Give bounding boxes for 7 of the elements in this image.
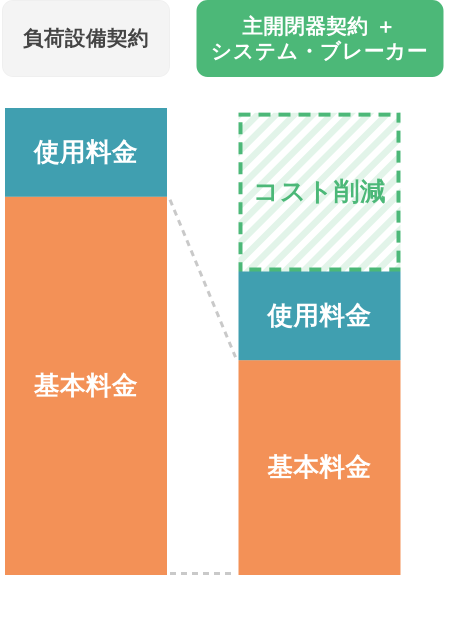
x-tick-label: 負荷設備契約 [23, 26, 149, 51]
series-label: 基本料金 [268, 452, 372, 483]
series-label: 使用料金 [268, 300, 372, 331]
series-label: コスト削減 [253, 177, 386, 208]
series-label: 基本料金 [34, 370, 138, 401]
series-label: 使用料金 [34, 137, 138, 168]
x-tick-label: 主開閉器契約 ＋システム・ブレーカー [211, 14, 428, 64]
